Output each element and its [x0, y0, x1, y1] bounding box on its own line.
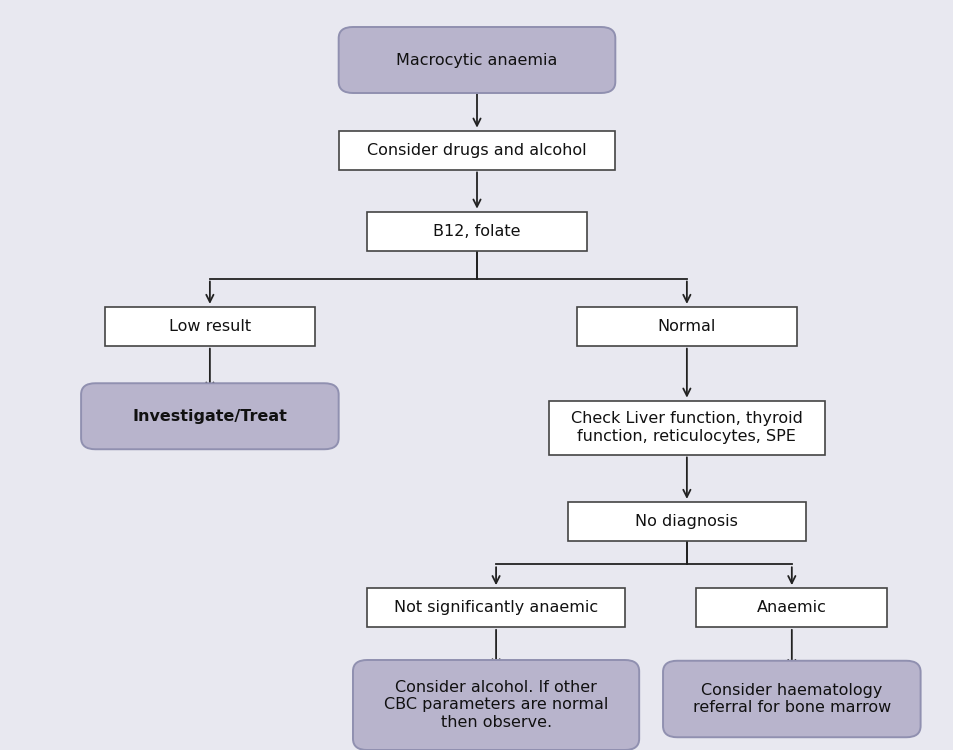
FancyBboxPatch shape: [338, 27, 615, 93]
FancyBboxPatch shape: [338, 130, 615, 170]
FancyBboxPatch shape: [548, 400, 824, 454]
Text: Not significantly anaemic: Not significantly anaemic: [394, 600, 598, 615]
FancyBboxPatch shape: [696, 588, 886, 627]
Text: Consider haematology
referral for bone marrow: Consider haematology referral for bone m…: [692, 682, 890, 716]
FancyBboxPatch shape: [567, 502, 805, 541]
FancyBboxPatch shape: [577, 307, 796, 346]
Text: Check Liver function, thyroid
function, reticulocytes, SPE: Check Liver function, thyroid function, …: [570, 411, 802, 444]
FancyBboxPatch shape: [662, 661, 920, 737]
Text: Low result: Low result: [169, 319, 251, 334]
Text: Macrocytic anaemia: Macrocytic anaemia: [395, 53, 558, 68]
Text: Consider drugs and alcohol: Consider drugs and alcohol: [367, 142, 586, 158]
FancyBboxPatch shape: [367, 588, 624, 627]
FancyBboxPatch shape: [367, 211, 586, 250]
Text: Normal: Normal: [657, 319, 716, 334]
FancyBboxPatch shape: [105, 307, 314, 346]
Text: Investigate/Treat: Investigate/Treat: [132, 409, 287, 424]
Text: No diagnosis: No diagnosis: [635, 514, 738, 529]
Text: B12, folate: B12, folate: [433, 224, 520, 238]
FancyBboxPatch shape: [353, 660, 639, 750]
FancyBboxPatch shape: [81, 383, 338, 449]
Text: Consider alcohol. If other
CBC parameters are normal
then observe.: Consider alcohol. If other CBC parameter…: [383, 680, 608, 730]
Text: Anaemic: Anaemic: [756, 600, 826, 615]
